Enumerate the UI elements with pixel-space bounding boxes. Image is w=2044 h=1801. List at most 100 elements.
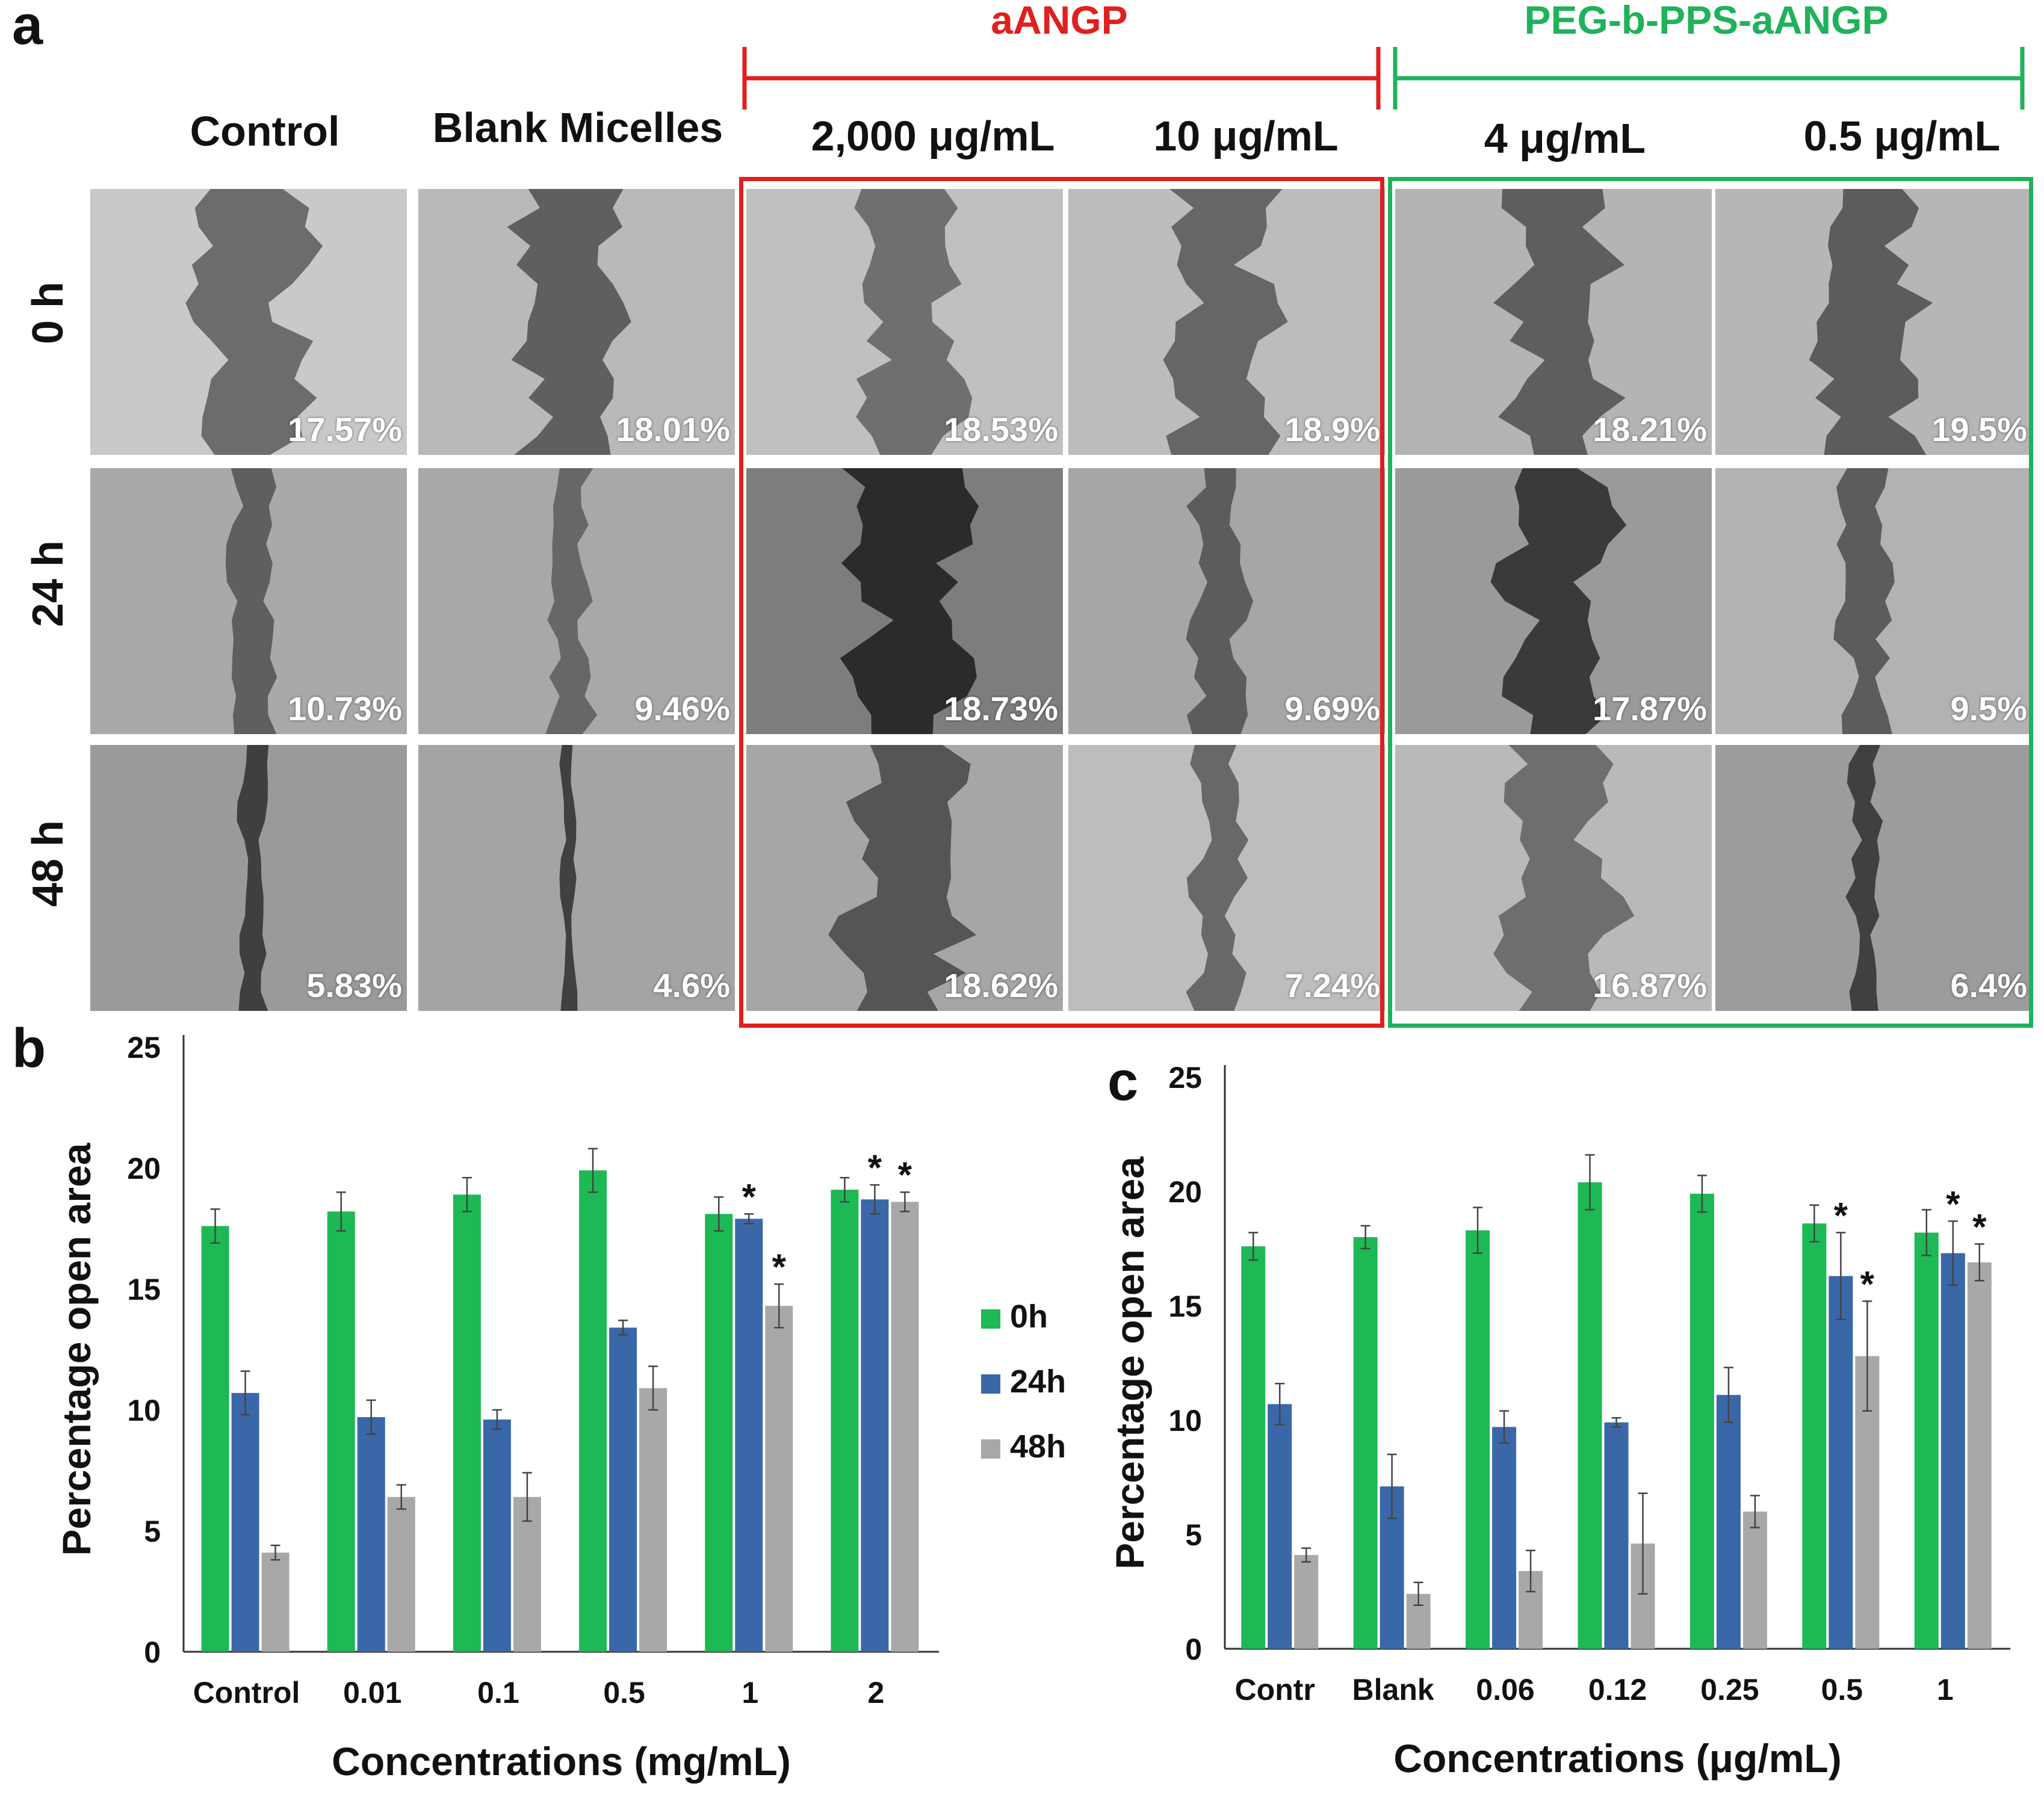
column-label-blank-micelles: Blank Micelles — [432, 104, 723, 151]
y-tick-label: 5 — [144, 1515, 161, 1548]
micrograph-tile: 9.5% — [1715, 468, 2032, 734]
frame-aangp — [739, 177, 1384, 1028]
micrograph-image — [1068, 468, 1385, 734]
wound-gap-shape — [1163, 189, 1288, 455]
open-area-percentage: 19.5% — [1931, 410, 2027, 448]
wound-gap-shape — [1493, 189, 1626, 455]
y-tick-label: 25 — [127, 1031, 161, 1064]
category-label: 2 — [868, 1676, 885, 1710]
bar-24h — [231, 1392, 259, 1652]
wound-gap-shape — [854, 189, 973, 455]
micrograph-image — [90, 745, 407, 1011]
bar-0h — [1353, 1237, 1378, 1649]
column-label-2000: 2,000 μg/mL — [811, 113, 1055, 159]
bar-48h — [261, 1552, 290, 1652]
bar-0h — [831, 1190, 859, 1652]
category-label: Blank — [1352, 1673, 1434, 1707]
panel-a-letter: a — [12, 0, 43, 56]
open-area-percentage: 9.46% — [634, 690, 730, 728]
x-axis-title: Concentrations (μg/mL) — [1393, 1736, 1841, 1781]
open-area-percentage: 17.57% — [288, 410, 402, 448]
micrograph-tile: 18.53% — [746, 189, 1063, 455]
bar-48h — [1967, 1262, 1992, 1649]
y-tick-label: 15 — [1168, 1290, 1202, 1323]
y-axis-title: Percentage open area — [1107, 1156, 1152, 1569]
micrograph-tile: 5.83% — [90, 745, 407, 1011]
bar-24h — [735, 1219, 763, 1652]
micrograph-image — [746, 468, 1063, 734]
significance-star: * — [1972, 1206, 1987, 1247]
micrograph-image — [1715, 189, 2032, 455]
micrograph-image — [1395, 468, 1712, 734]
bar-24h — [357, 1417, 385, 1652]
micrograph-image — [1395, 745, 1712, 1011]
micrograph-tile: 18.21% — [1395, 189, 1712, 455]
wound-gap-shape — [237, 745, 269, 1011]
micrograph-image — [418, 745, 735, 1011]
category-label: Contr — [1235, 1673, 1315, 1707]
column-label-control: Control — [190, 108, 340, 155]
bar-0h — [1689, 1193, 1714, 1649]
micrograph-image — [746, 189, 1063, 455]
micrograph-tile: 9.46% — [418, 468, 735, 734]
y-tick-label: 25 — [1168, 1061, 1202, 1095]
bar-0h — [1802, 1223, 1827, 1649]
micrograph-image — [746, 745, 1063, 1011]
category-label: 0.5 — [1821, 1673, 1863, 1707]
micrograph-tile: 18.73% — [746, 468, 1063, 734]
category-label: 0.12 — [1588, 1673, 1647, 1707]
micrograph-image — [418, 189, 735, 455]
group-label-aangp: aANGP — [991, 0, 1128, 42]
open-area-percentage: 17.87% — [1593, 690, 1707, 728]
bar-0h — [705, 1214, 733, 1652]
category-label: 1 — [742, 1676, 758, 1710]
open-area-percentage: 4.6% — [653, 966, 730, 1004]
bar-0h — [579, 1170, 607, 1652]
y-tick-label: 15 — [127, 1273, 161, 1306]
open-area-percentage: 7.24% — [1284, 966, 1380, 1004]
micrograph-tile: 18.62% — [746, 745, 1063, 1011]
chart-c: 0 5 10 15 20 25 * * * * Contr Blank 0.06 0.12 0.25 0.5 1… — [1107, 1061, 2010, 1781]
micrograph-tile: 16.87% — [1395, 745, 1712, 1011]
open-area-percentage: 9.69% — [1284, 690, 1380, 728]
micrograph-tile: 9.69% — [1068, 468, 1385, 734]
bar-0h — [1466, 1230, 1490, 1649]
wound-gap-shape — [559, 745, 578, 1011]
legend-swatch — [981, 1374, 1000, 1394]
row-label-0h: 0 h — [24, 281, 72, 345]
panel-c-letter: c — [1107, 1051, 1139, 1112]
significance-star: * — [742, 1176, 757, 1217]
significance-star: * — [772, 1247, 787, 1287]
micrograph-tile: 6.4% — [1715, 745, 2032, 1011]
group-brackets — [742, 47, 2025, 110]
y-tick-label: 10 — [1168, 1404, 1202, 1438]
bracket-aangp — [742, 47, 1381, 110]
open-area-percentage: 18.73% — [944, 690, 1058, 728]
category-label: 0.25 — [1700, 1673, 1759, 1707]
micrograph-image — [90, 468, 407, 734]
significance-star: * — [1946, 1184, 1960, 1224]
bar-48h — [1742, 1512, 1767, 1649]
bar-48h — [387, 1497, 415, 1652]
category-label: 0.06 — [1476, 1673, 1534, 1707]
significance-star: * — [1834, 1195, 1848, 1235]
significance-star: * — [1860, 1264, 1875, 1304]
frame-peg — [1388, 177, 2033, 1028]
x-axis-title: Concentrations (mg/mL) — [332, 1739, 791, 1784]
y-tick-label: 0 — [144, 1636, 161, 1669]
micrograph-image — [1068, 745, 1385, 1011]
micrograph-image — [1068, 189, 1385, 455]
bar-24h — [1940, 1253, 1965, 1649]
column-label-0-5: 0.5 μg/mL — [1803, 113, 2001, 159]
open-area-percentage: 16.87% — [1593, 966, 1707, 1004]
wound-gap-shape — [1833, 468, 1895, 734]
micrograph-tile: 18.9% — [1068, 189, 1385, 455]
row-label-48h: 48 h — [24, 820, 72, 907]
micrograph-tile: 10.73% — [90, 468, 407, 734]
wound-gap-shape — [828, 745, 977, 1011]
wound-gap-shape — [1186, 468, 1253, 734]
bracket-peg — [1393, 47, 2025, 110]
legend-label: 24h — [1010, 1364, 1066, 1400]
wound-gap-shape — [1186, 745, 1249, 1011]
